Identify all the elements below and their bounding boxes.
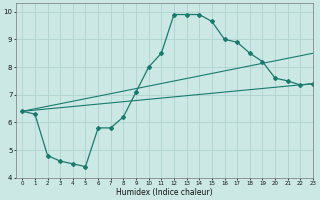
X-axis label: Humidex (Indice chaleur): Humidex (Indice chaleur) [116,188,213,197]
